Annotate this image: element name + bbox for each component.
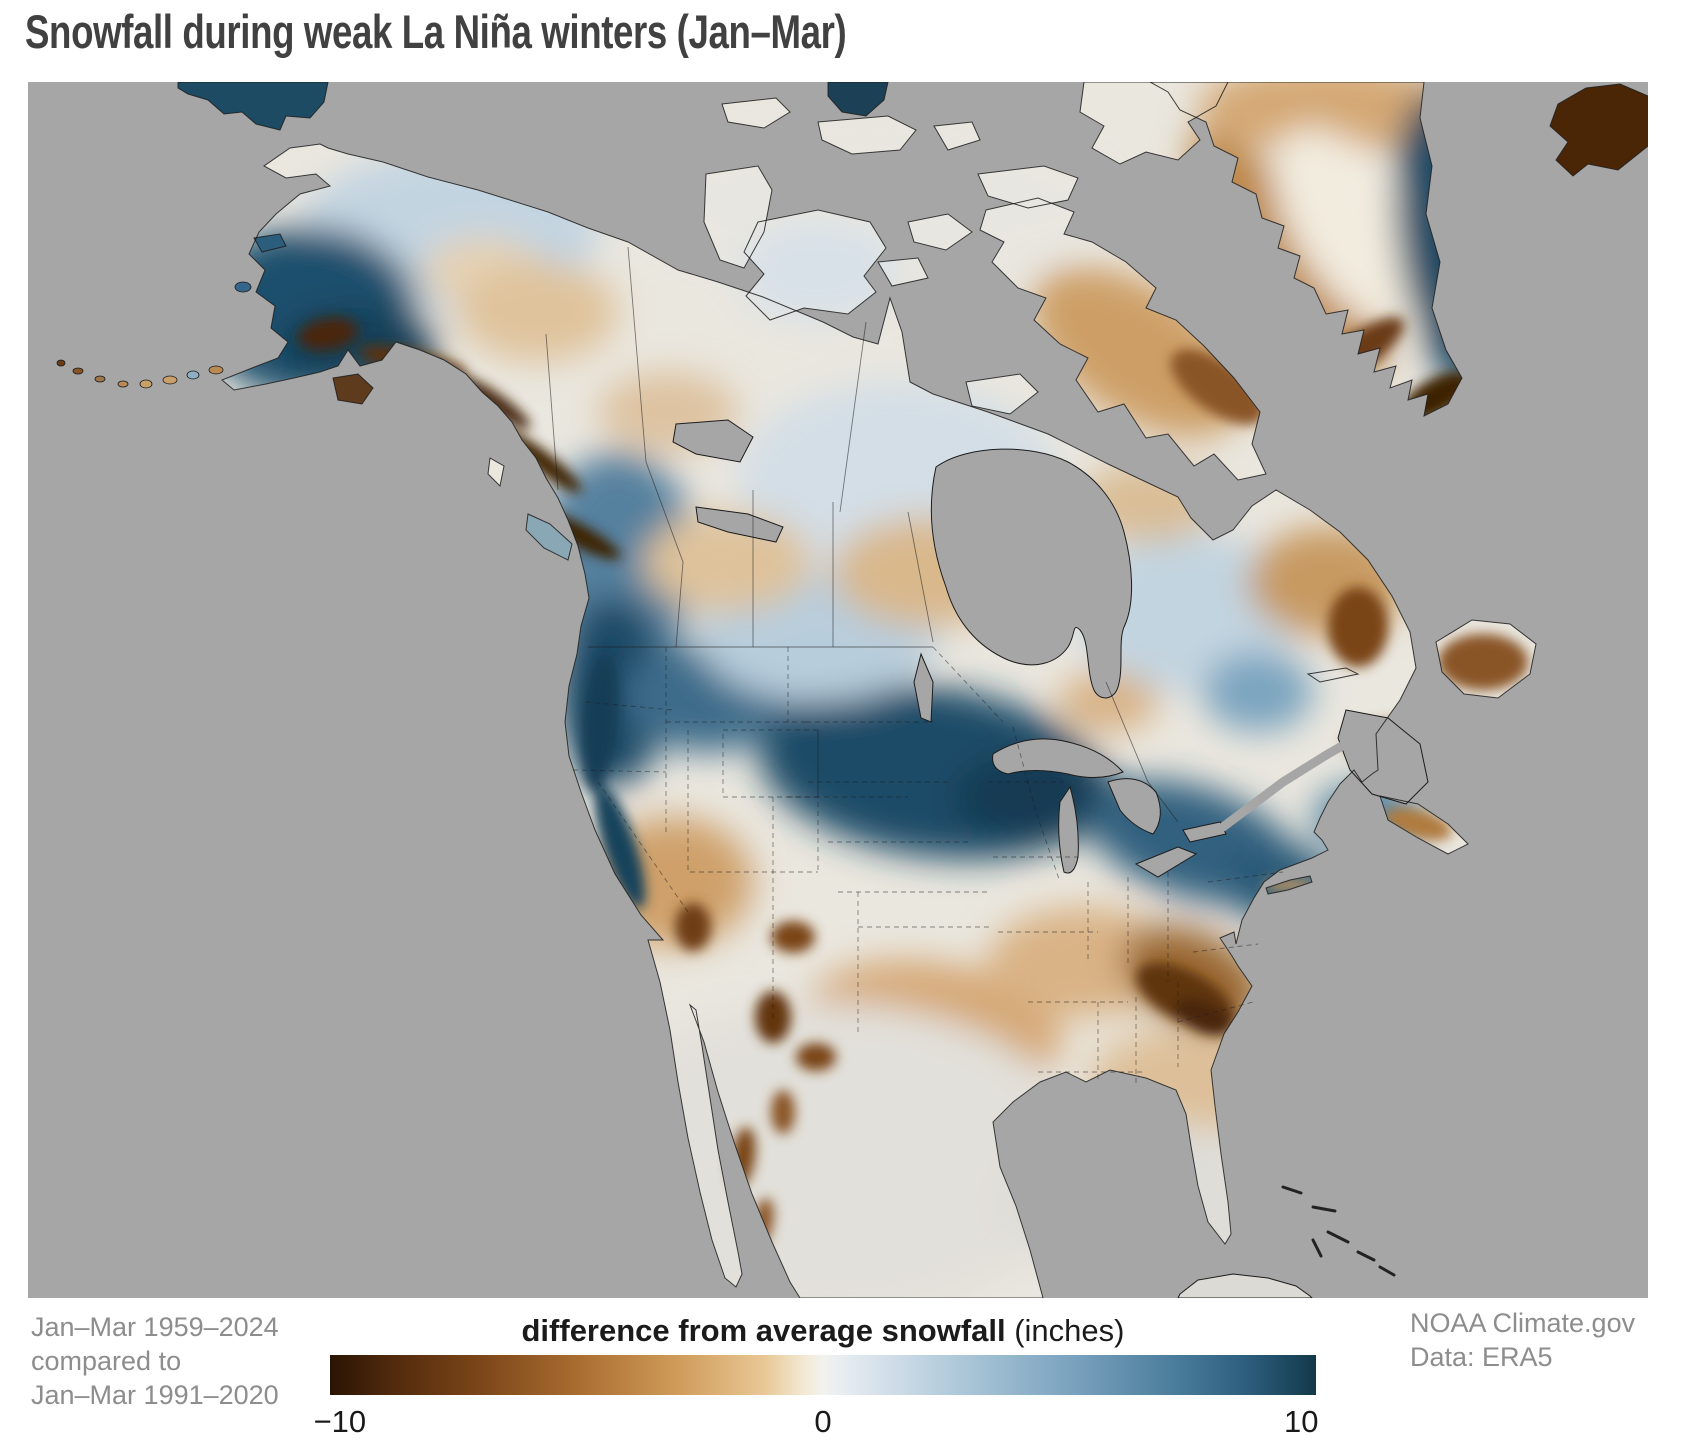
lake-winnipeg bbox=[913, 652, 934, 723]
map-canvas bbox=[28, 82, 1648, 1298]
great-bear-lake bbox=[672, 419, 754, 463]
caption-line: Jan–Mar 1959–2024 bbox=[31, 1312, 279, 1342]
colorbar-zero-label: 0 bbox=[814, 1404, 832, 1439]
map-container bbox=[28, 82, 1648, 1298]
date-range-caption: Jan–Mar 1959–2024 compared to Jan–Mar 19… bbox=[31, 1310, 279, 1412]
hudson-bay bbox=[930, 448, 1132, 699]
lake-erie bbox=[1134, 846, 1198, 878]
footer-band: Jan–Mar 1959–2024 compared to Jan–Mar 19… bbox=[0, 1298, 1689, 1450]
page-title: Snowfall during weak La Niña winters (Ja… bbox=[25, 5, 847, 58]
lake-michigan bbox=[1058, 785, 1079, 874]
aleutian-islands bbox=[56, 281, 252, 389]
lake-superior bbox=[992, 738, 1124, 778]
legend-title-units: (inches) bbox=[1005, 1313, 1125, 1348]
colorbar-min-label: −10 bbox=[313, 1404, 367, 1439]
bahamas bbox=[1281, 1185, 1396, 1277]
color-legend: difference from average snowfall (inches… bbox=[314, 1298, 1319, 1450]
legend-title: difference from average snowfall (inches… bbox=[330, 1313, 1316, 1349]
colorbar-max-label: 10 bbox=[1283, 1404, 1319, 1439]
legend-title-main: difference from average snowfall bbox=[521, 1313, 1006, 1348]
small-islands-layer bbox=[56, 281, 1396, 1298]
border-layer bbox=[545, 246, 1284, 1087]
lake-ontario bbox=[1182, 821, 1227, 843]
great-slave-lake bbox=[695, 506, 784, 543]
water-layer bbox=[672, 419, 1429, 878]
caption-line: compared to bbox=[31, 1346, 182, 1376]
st-lawrence-river bbox=[1218, 719, 1385, 832]
colorbar-tick-labels: −10 0 10 bbox=[314, 1404, 1319, 1444]
source-credits: NOAA Climate.gov Data: ERA5 bbox=[1410, 1306, 1635, 1374]
lake-huron bbox=[1107, 778, 1161, 835]
credit-line-data: Data: ERA5 bbox=[1410, 1342, 1553, 1372]
cuba bbox=[1177, 1273, 1313, 1298]
credit-line-source: NOAA Climate.gov bbox=[1410, 1308, 1636, 1338]
colorbar bbox=[330, 1355, 1316, 1395]
caption-line: Jan–Mar 1991–2020 bbox=[31, 1380, 279, 1410]
